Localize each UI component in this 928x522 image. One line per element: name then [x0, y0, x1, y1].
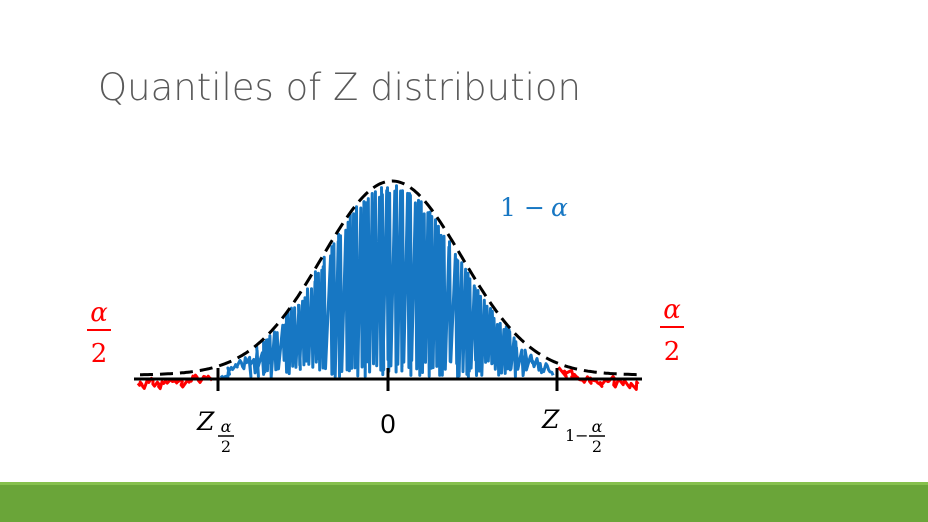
right-tail-alpha: α: [663, 295, 681, 325]
left-quantile-sub-alpha: α: [221, 417, 232, 436]
left-quantile-z: Z: [196, 407, 215, 436]
right-tail-region: [557, 366, 640, 391]
slide-title: Quantiles of Z distribution: [98, 66, 581, 109]
center-label: 0: [380, 409, 395, 439]
z-distribution-diagram: 0 α 2 α 2 1 − α Z α 2 Z 1− α 2: [87, 179, 684, 456]
density-curve: [140, 179, 640, 377]
left-tail-region: [136, 373, 214, 391]
footer-accent-bar: [0, 482, 928, 522]
center-region-label: 1 − α: [500, 193, 568, 222]
left-tail-alpha: α: [90, 298, 108, 328]
right-tail-two: 2: [664, 337, 681, 367]
center-region: [219, 184, 555, 380]
center-region-minus: −: [524, 193, 545, 222]
footer-accent-highlight: [0, 482, 928, 485]
right-quantile-sub-alpha: α: [592, 417, 603, 436]
right-quantile-sub-pre: 1−: [565, 426, 589, 445]
right-tail-fraction: α 2: [660, 295, 684, 367]
right-quantile-z: Z: [541, 405, 560, 434]
center-region-one: 1: [500, 193, 516, 222]
center-region-alpha: α: [551, 193, 568, 222]
left-quantile-sub-two: 2: [221, 437, 231, 456]
right-quantile-label: Z 1− α 2: [541, 405, 605, 456]
left-tail-two: 2: [91, 339, 108, 369]
left-tail-fraction: α 2: [87, 298, 111, 369]
left-quantile-label: Z α 2: [196, 407, 234, 456]
right-quantile-sub-two: 2: [592, 437, 602, 456]
